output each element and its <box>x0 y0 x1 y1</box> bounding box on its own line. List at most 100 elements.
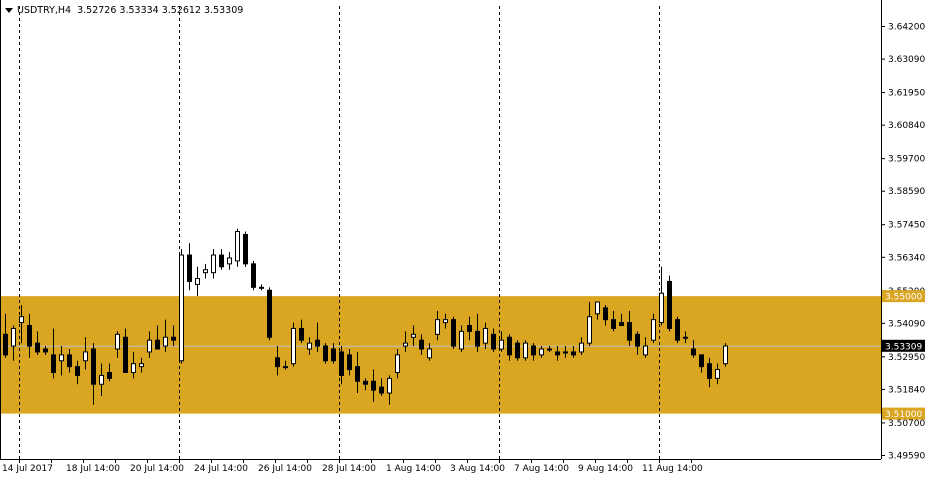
candle[interactable] <box>171 325 176 347</box>
candle[interactable] <box>339 346 344 385</box>
candle[interactable] <box>35 331 40 355</box>
candle[interactable] <box>307 337 312 355</box>
bull-candle-body <box>595 301 600 315</box>
candle[interactable] <box>379 378 384 396</box>
candle[interactable] <box>75 360 80 385</box>
candle[interactable] <box>555 346 560 361</box>
candle[interactable] <box>67 348 72 373</box>
candle[interactable] <box>571 346 576 358</box>
candle[interactable] <box>235 228 240 267</box>
candle[interactable] <box>595 301 600 320</box>
candle[interactable] <box>603 304 608 326</box>
candle[interactable] <box>531 343 536 361</box>
candle[interactable] <box>707 357 712 388</box>
candle[interactable] <box>427 343 432 361</box>
candle[interactable] <box>323 343 328 364</box>
candle[interactable] <box>107 363 112 382</box>
zone-top-price-label: 3.55000 <box>882 290 925 303</box>
candle[interactable] <box>619 313 624 327</box>
support-resistance-zone[interactable] <box>1 296 881 414</box>
candle[interactable] <box>627 310 632 347</box>
candle[interactable] <box>563 346 568 358</box>
candle[interactable] <box>539 346 544 358</box>
candle[interactable] <box>371 369 376 402</box>
candle[interactable] <box>419 334 424 355</box>
candle[interactable] <box>203 263 208 279</box>
candle[interactable] <box>403 331 408 352</box>
candle[interactable] <box>59 346 64 376</box>
candle[interactable] <box>259 284 264 291</box>
candle[interactable] <box>715 363 720 385</box>
candle[interactable] <box>691 340 696 358</box>
bear-candle-body <box>691 348 696 356</box>
candle[interactable] <box>491 328 496 352</box>
candle[interactable] <box>147 331 152 358</box>
candle[interactable] <box>27 313 32 358</box>
candle[interactable] <box>579 337 584 355</box>
candle[interactable] <box>651 313 656 344</box>
candle[interactable] <box>251 260 256 291</box>
candle[interactable] <box>275 346 280 376</box>
candle[interactable] <box>363 378 368 391</box>
candle[interactable] <box>11 325 16 361</box>
candle[interactable] <box>523 340 528 361</box>
bear-candle-body <box>571 351 576 356</box>
candle[interactable] <box>547 346 552 352</box>
candle[interactable] <box>315 322 320 352</box>
candle[interactable] <box>507 334 512 361</box>
candle[interactable] <box>83 337 88 370</box>
candle[interactable] <box>635 331 640 355</box>
candle[interactable] <box>467 316 472 341</box>
candle[interactable] <box>51 328 56 379</box>
candles[interactable] <box>3 228 728 405</box>
candle[interactable] <box>515 340 520 361</box>
chart-menu-triangle-icon[interactable] <box>5 8 13 13</box>
candle[interactable] <box>267 287 272 341</box>
candle[interactable] <box>3 313 8 358</box>
candle[interactable] <box>611 310 616 332</box>
candle[interactable] <box>331 343 336 364</box>
candle[interactable] <box>347 348 352 376</box>
candle[interactable] <box>659 266 664 326</box>
candle[interactable] <box>483 322 488 349</box>
candle[interactable] <box>395 348 400 379</box>
candle[interactable] <box>219 249 224 270</box>
candle[interactable] <box>355 351 360 394</box>
bear-candle-body <box>667 280 672 329</box>
candle[interactable] <box>155 325 160 350</box>
candle[interactable] <box>187 243 192 291</box>
candle[interactable] <box>459 325 464 352</box>
candle[interactable] <box>43 346 48 355</box>
candle[interactable] <box>115 331 120 358</box>
candle[interactable] <box>435 310 440 341</box>
candle[interactable] <box>683 331 688 344</box>
candle[interactable] <box>299 319 304 344</box>
candle[interactable] <box>131 351 136 379</box>
candle[interactable] <box>587 302 592 347</box>
candle[interactable] <box>723 343 728 367</box>
candle[interactable] <box>179 249 184 364</box>
candle[interactable] <box>675 316 680 344</box>
candle[interactable] <box>19 304 24 344</box>
candle[interactable] <box>443 313 448 329</box>
candle[interactable] <box>195 266 200 297</box>
candle[interactable] <box>451 316 456 349</box>
candle[interactable] <box>475 313 480 352</box>
candle[interactable] <box>699 354 704 373</box>
candle[interactable] <box>91 343 96 405</box>
candle[interactable] <box>411 325 416 347</box>
candle[interactable] <box>387 375 392 405</box>
candle[interactable] <box>139 357 144 373</box>
candle[interactable] <box>211 249 216 279</box>
candle[interactable] <box>99 363 104 396</box>
candle[interactable] <box>499 331 504 352</box>
candle[interactable] <box>667 275 672 332</box>
candle[interactable] <box>123 328 128 373</box>
candle[interactable] <box>163 319 168 352</box>
candle[interactable] <box>243 231 248 267</box>
candle[interactable] <box>283 360 288 370</box>
candle[interactable] <box>643 337 648 358</box>
candle[interactable] <box>291 322 296 367</box>
candle[interactable] <box>227 252 232 270</box>
